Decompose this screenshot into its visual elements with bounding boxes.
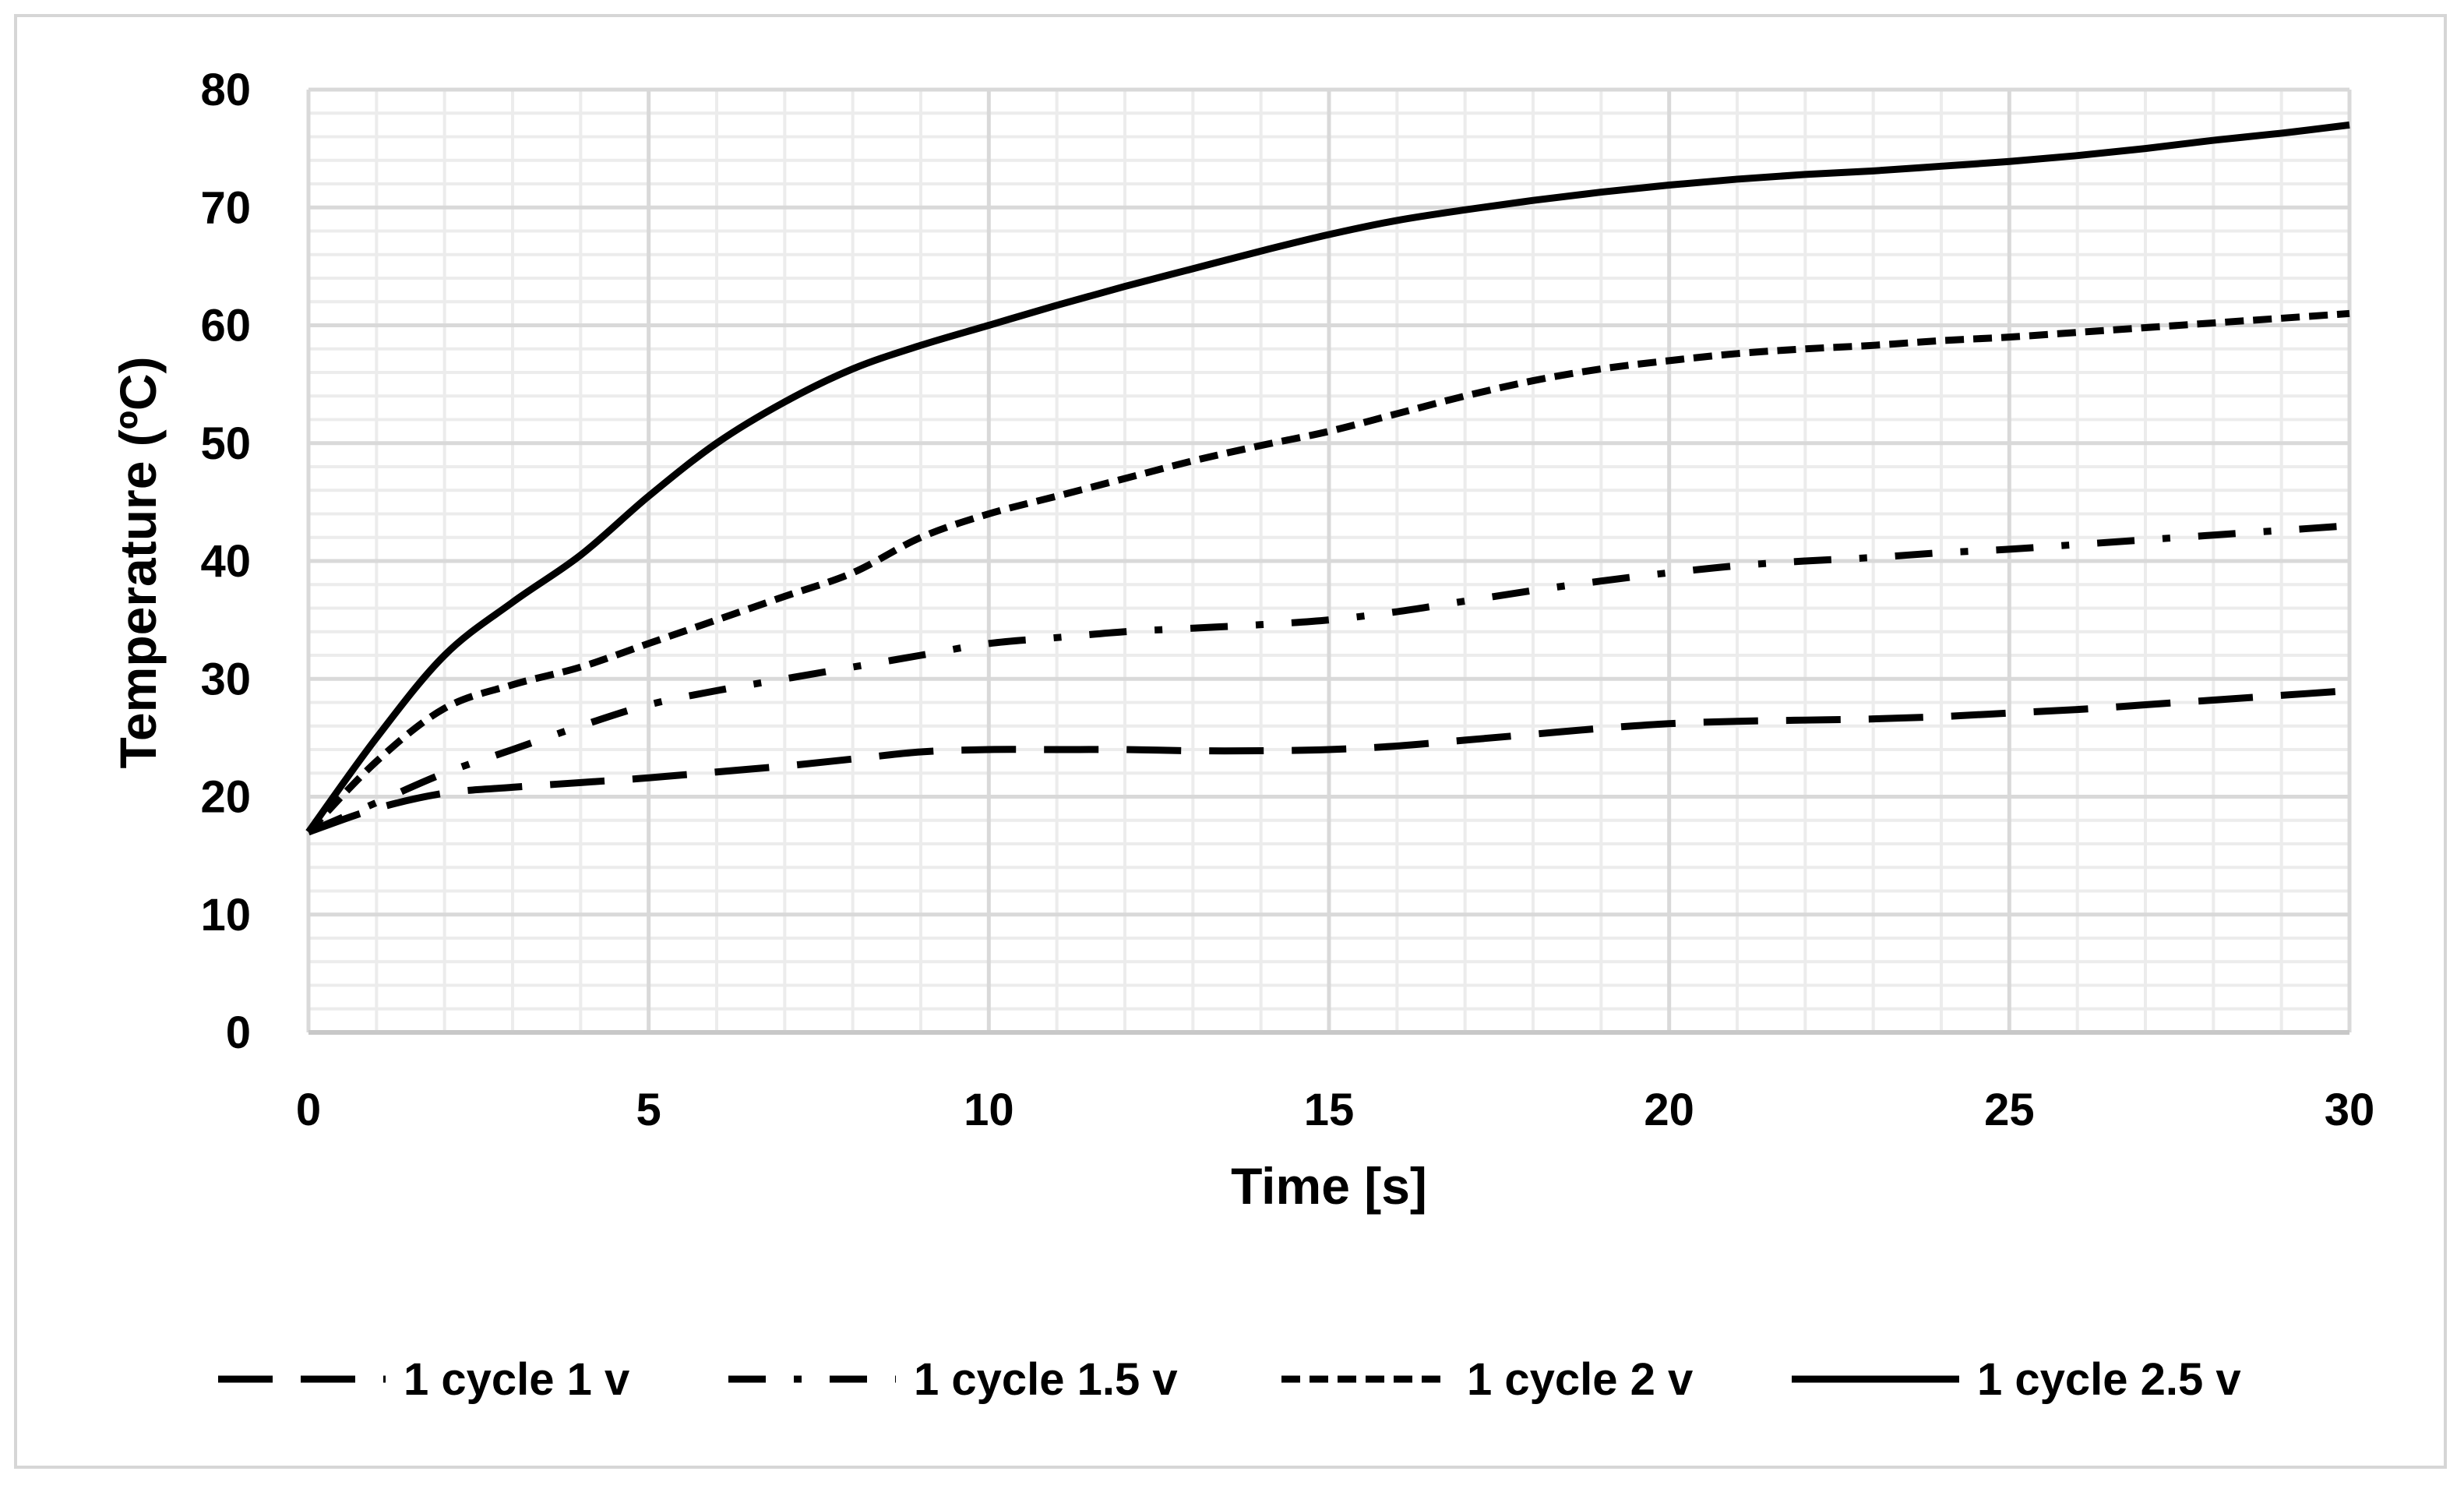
x-axis-title: Time [s] bbox=[1231, 1157, 1427, 1215]
y-tick-label: 20 bbox=[200, 772, 251, 823]
legend-label: 1 cycle 2.5 v bbox=[1977, 1354, 2241, 1405]
series-layer bbox=[305, 121, 2350, 836]
legend-item: 1 cycle 1.5 v bbox=[728, 1354, 1178, 1405]
y-tick-label: 50 bbox=[200, 418, 251, 469]
legend: 1 cycle 1 v 1 cycle 1.5 v 1 cycle 2 v 1 cyc… bbox=[218, 1354, 2241, 1405]
series-line-2 bbox=[307, 522, 2350, 836]
y-tick-label: 0 bbox=[226, 1007, 251, 1058]
legend-label: 1 cycle 1 v bbox=[404, 1354, 629, 1405]
y-axis-title: Temperature (ºC) bbox=[109, 357, 167, 769]
legend-item: 1 cycle 1 v bbox=[218, 1354, 629, 1405]
y-tick-label: 70 bbox=[200, 182, 251, 233]
y-tick-label: 40 bbox=[200, 536, 251, 587]
x-tick-label: 20 bbox=[1644, 1085, 1694, 1135]
x-tick-labels: 0 5 10 15 20 25 30 bbox=[296, 1085, 2374, 1135]
x-tick-label: 5 bbox=[636, 1085, 661, 1135]
x-tick-label: 0 bbox=[296, 1085, 321, 1135]
legend-item: 1 cycle 2.5 v bbox=[1792, 1354, 2241, 1405]
y-tick-label: 80 bbox=[200, 65, 251, 115]
legend-label: 1 cycle 2 v bbox=[1467, 1354, 1693, 1405]
y-tick-label: 60 bbox=[200, 301, 251, 351]
y-tick-labels: 0 10 20 30 40 50 60 70 80 bbox=[200, 65, 251, 1058]
series-line-4 bbox=[305, 121, 2350, 834]
x-tick-label: 30 bbox=[2325, 1085, 2375, 1135]
y-tick-label: 30 bbox=[200, 654, 251, 704]
series-line-1 bbox=[307, 686, 2350, 836]
y-tick-label: 10 bbox=[200, 890, 251, 940]
x-tick-label: 15 bbox=[1304, 1085, 1355, 1135]
legend-item: 1 cycle 2 v bbox=[1281, 1354, 1693, 1405]
x-tick-label: 25 bbox=[1984, 1085, 2035, 1135]
series-line-3 bbox=[305, 309, 2350, 834]
x-tick-label: 10 bbox=[964, 1085, 1014, 1135]
legend-label: 1 cycle 1.5 v bbox=[914, 1354, 1178, 1405]
